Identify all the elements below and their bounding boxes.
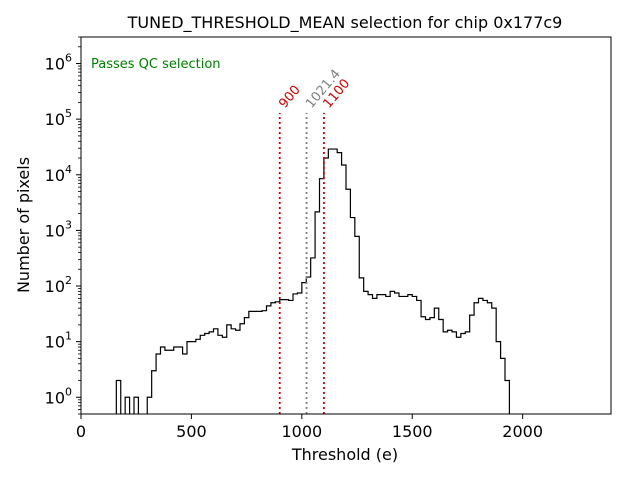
x-tick-label: 1500 [392, 422, 433, 441]
y-tick-label: 101 [45, 330, 72, 352]
y-tick-label: 100 [45, 385, 72, 407]
y-tick-label: 105 [45, 107, 72, 129]
x-tick-label: 1000 [281, 422, 322, 441]
y-tick-label: 102 [45, 274, 72, 296]
qc-annotation: Passes QC selection [91, 57, 221, 72]
plot-area [81, 37, 611, 414]
x-tick-label: 0 [76, 422, 86, 441]
plot-frame [80, 36, 612, 415]
x-axis-label: Threshold (e) [291, 445, 398, 464]
y-axis-label: Number of pixels [14, 157, 33, 293]
x-tick-label: 500 [176, 422, 207, 441]
chart-title: TUNED_THRESHOLD_MEAN selection for chip … [127, 13, 563, 33]
y-tick-label: 104 [45, 163, 72, 185]
histogram-line [115, 148, 511, 414]
y-tick-label: 106 [45, 52, 72, 74]
y-tick-label: 103 [45, 218, 72, 240]
x-tick-label: 2000 [502, 422, 543, 441]
